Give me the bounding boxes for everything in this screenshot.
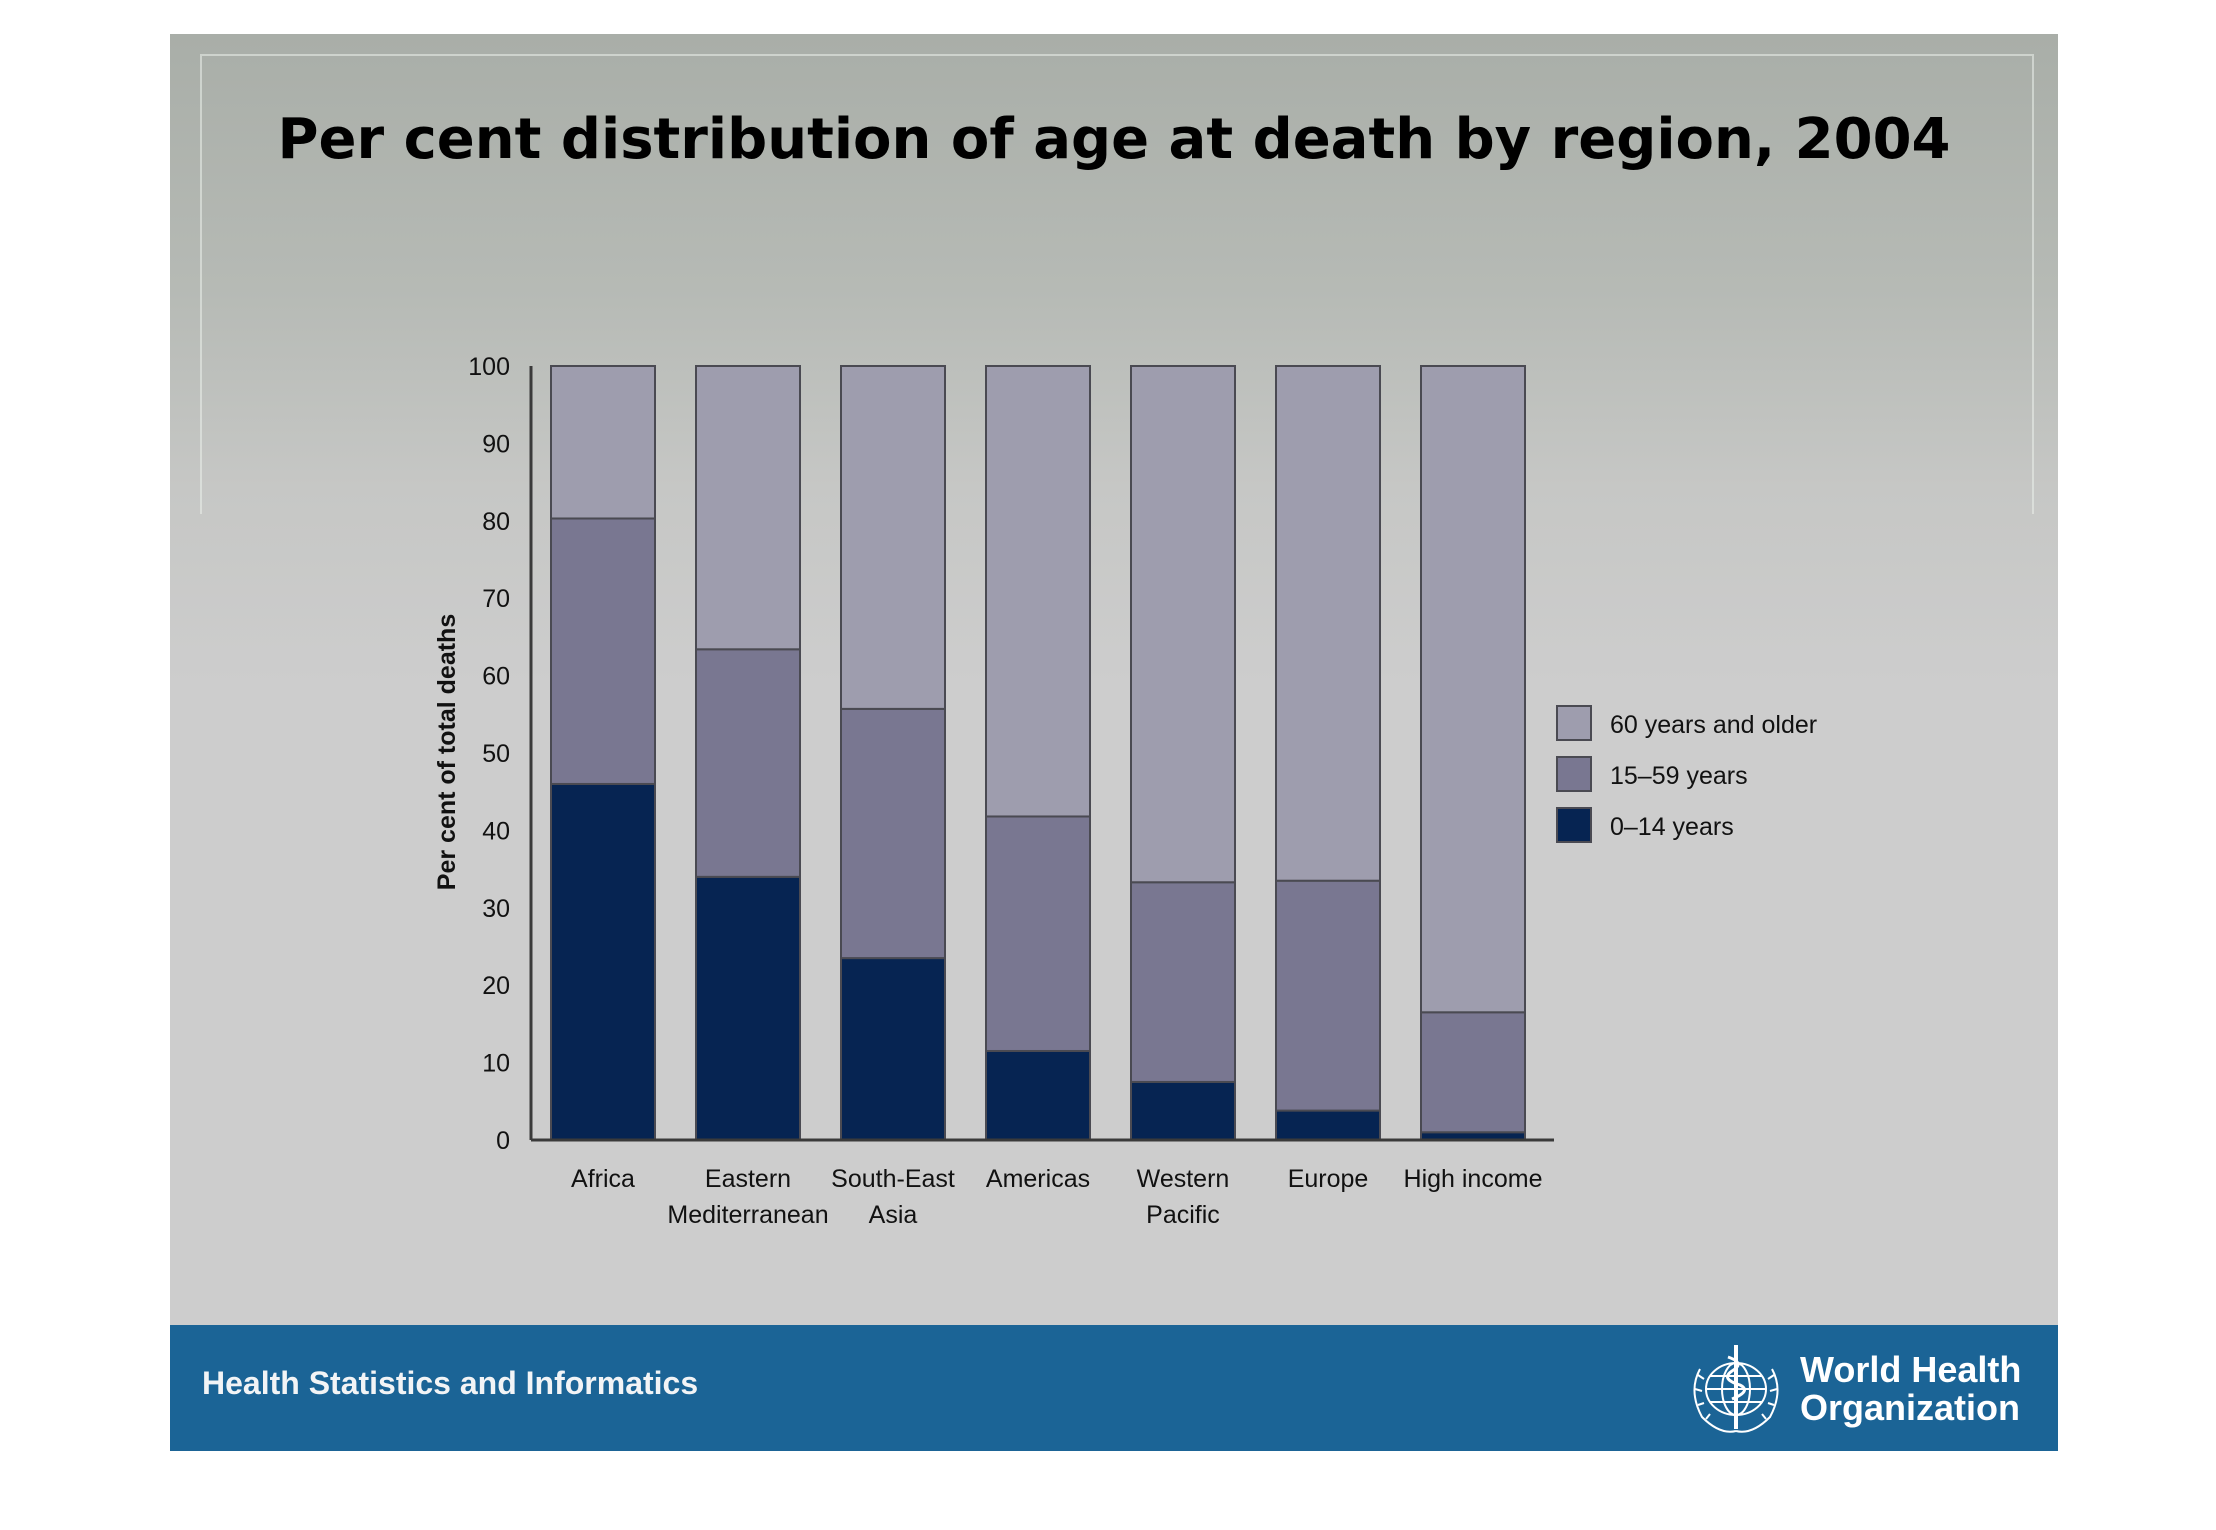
y-tick-labels: 0 10 20 30 40 50 60 70 80 90 100 <box>468 353 510 1155</box>
x-tick-label: Eastern <box>705 1165 791 1193</box>
x-tick-label: Mediterranean <box>667 1201 828 1229</box>
legend-label: 60 years and older <box>1610 711 1817 739</box>
bars-layer <box>550 365 1526 1142</box>
y-tick-label: 90 <box>482 430 510 458</box>
bar-segment <box>695 365 801 651</box>
bar-segment <box>550 517 656 785</box>
bar-segment <box>695 648 801 878</box>
legend-swatch <box>1556 756 1592 792</box>
bar-segment <box>1420 365 1526 1014</box>
x-tick-label: High income <box>1404 1165 1543 1193</box>
chart-title: Per cent distribution of age at death by… <box>277 107 1951 172</box>
bar-segment <box>1130 881 1236 1083</box>
x-tick-label: Americas <box>986 1165 1090 1193</box>
y-tick-label: 70 <box>482 585 510 613</box>
x-tick-label: Western <box>1137 1165 1230 1193</box>
stacked-bar-chart: 0 10 20 30 40 50 60 70 80 90 100 Africa Eastern Medi… <box>433 353 1817 1229</box>
bar-segment <box>840 365 946 710</box>
bar-segment <box>550 782 656 1142</box>
bar-segment <box>550 365 656 520</box>
legend: 60 years and older 15–59 years 0–14 years <box>1556 705 1817 843</box>
bar-segment <box>1275 1109 1381 1142</box>
bar-segment <box>1420 1011 1526 1134</box>
x-tick-label: Europe <box>1288 1165 1369 1193</box>
x-tick-label: South-East <box>831 1165 955 1193</box>
who-emblem-icon <box>1693 1345 1779 1433</box>
y-tick-label: 100 <box>468 353 510 381</box>
y-axis-label: Per cent of total deaths <box>433 614 461 890</box>
legend-label: 0–14 years <box>1610 813 1734 841</box>
who-wordmark-line-1: World Health <box>1800 1349 2022 1390</box>
y-tick-label: 50 <box>482 740 510 768</box>
legend-label: 15–59 years <box>1610 762 1748 790</box>
slide: Per cent distribution of age at death by… <box>170 34 2058 1451</box>
x-tick-label: Asia <box>869 1201 918 1229</box>
axes-layer <box>529 366 1554 1142</box>
bar-segment <box>1275 879 1381 1112</box>
x-tick-label: Africa <box>571 1165 635 1193</box>
x-tick-label: Pacific <box>1146 1201 1220 1229</box>
footer-title: Health Statistics and Informatics <box>202 1365 699 1401</box>
bar-segment <box>985 365 1091 818</box>
bar-segment <box>1130 1080 1236 1141</box>
footer-bar: Health Statistics and Informatics <box>170 1325 2058 1451</box>
y-tick-label: 0 <box>496 1127 510 1155</box>
y-tick-label: 10 <box>482 1050 510 1078</box>
y-tick-label: 80 <box>482 508 510 536</box>
bar-segment <box>695 875 801 1142</box>
bar-segment <box>1130 365 1236 884</box>
bar-segment <box>985 1049 1091 1141</box>
legend-swatch <box>1556 705 1592 741</box>
y-tick-label: 40 <box>482 817 510 845</box>
who-wordmark: World Health Organization <box>1800 1351 2021 1427</box>
bar-segment <box>840 957 946 1141</box>
bar-segment <box>1275 365 1381 882</box>
y-tick-label: 30 <box>482 895 510 923</box>
who-logo: World Health Organization <box>1680 1339 2021 1439</box>
bar-segment <box>840 707 946 960</box>
legend-swatch <box>1556 807 1592 843</box>
bar-segment <box>985 815 1091 1052</box>
who-wordmark-line-2: Organization <box>1800 1387 2021 1428</box>
y-tick-label: 20 <box>482 972 510 1000</box>
y-tick-label: 60 <box>482 663 510 691</box>
